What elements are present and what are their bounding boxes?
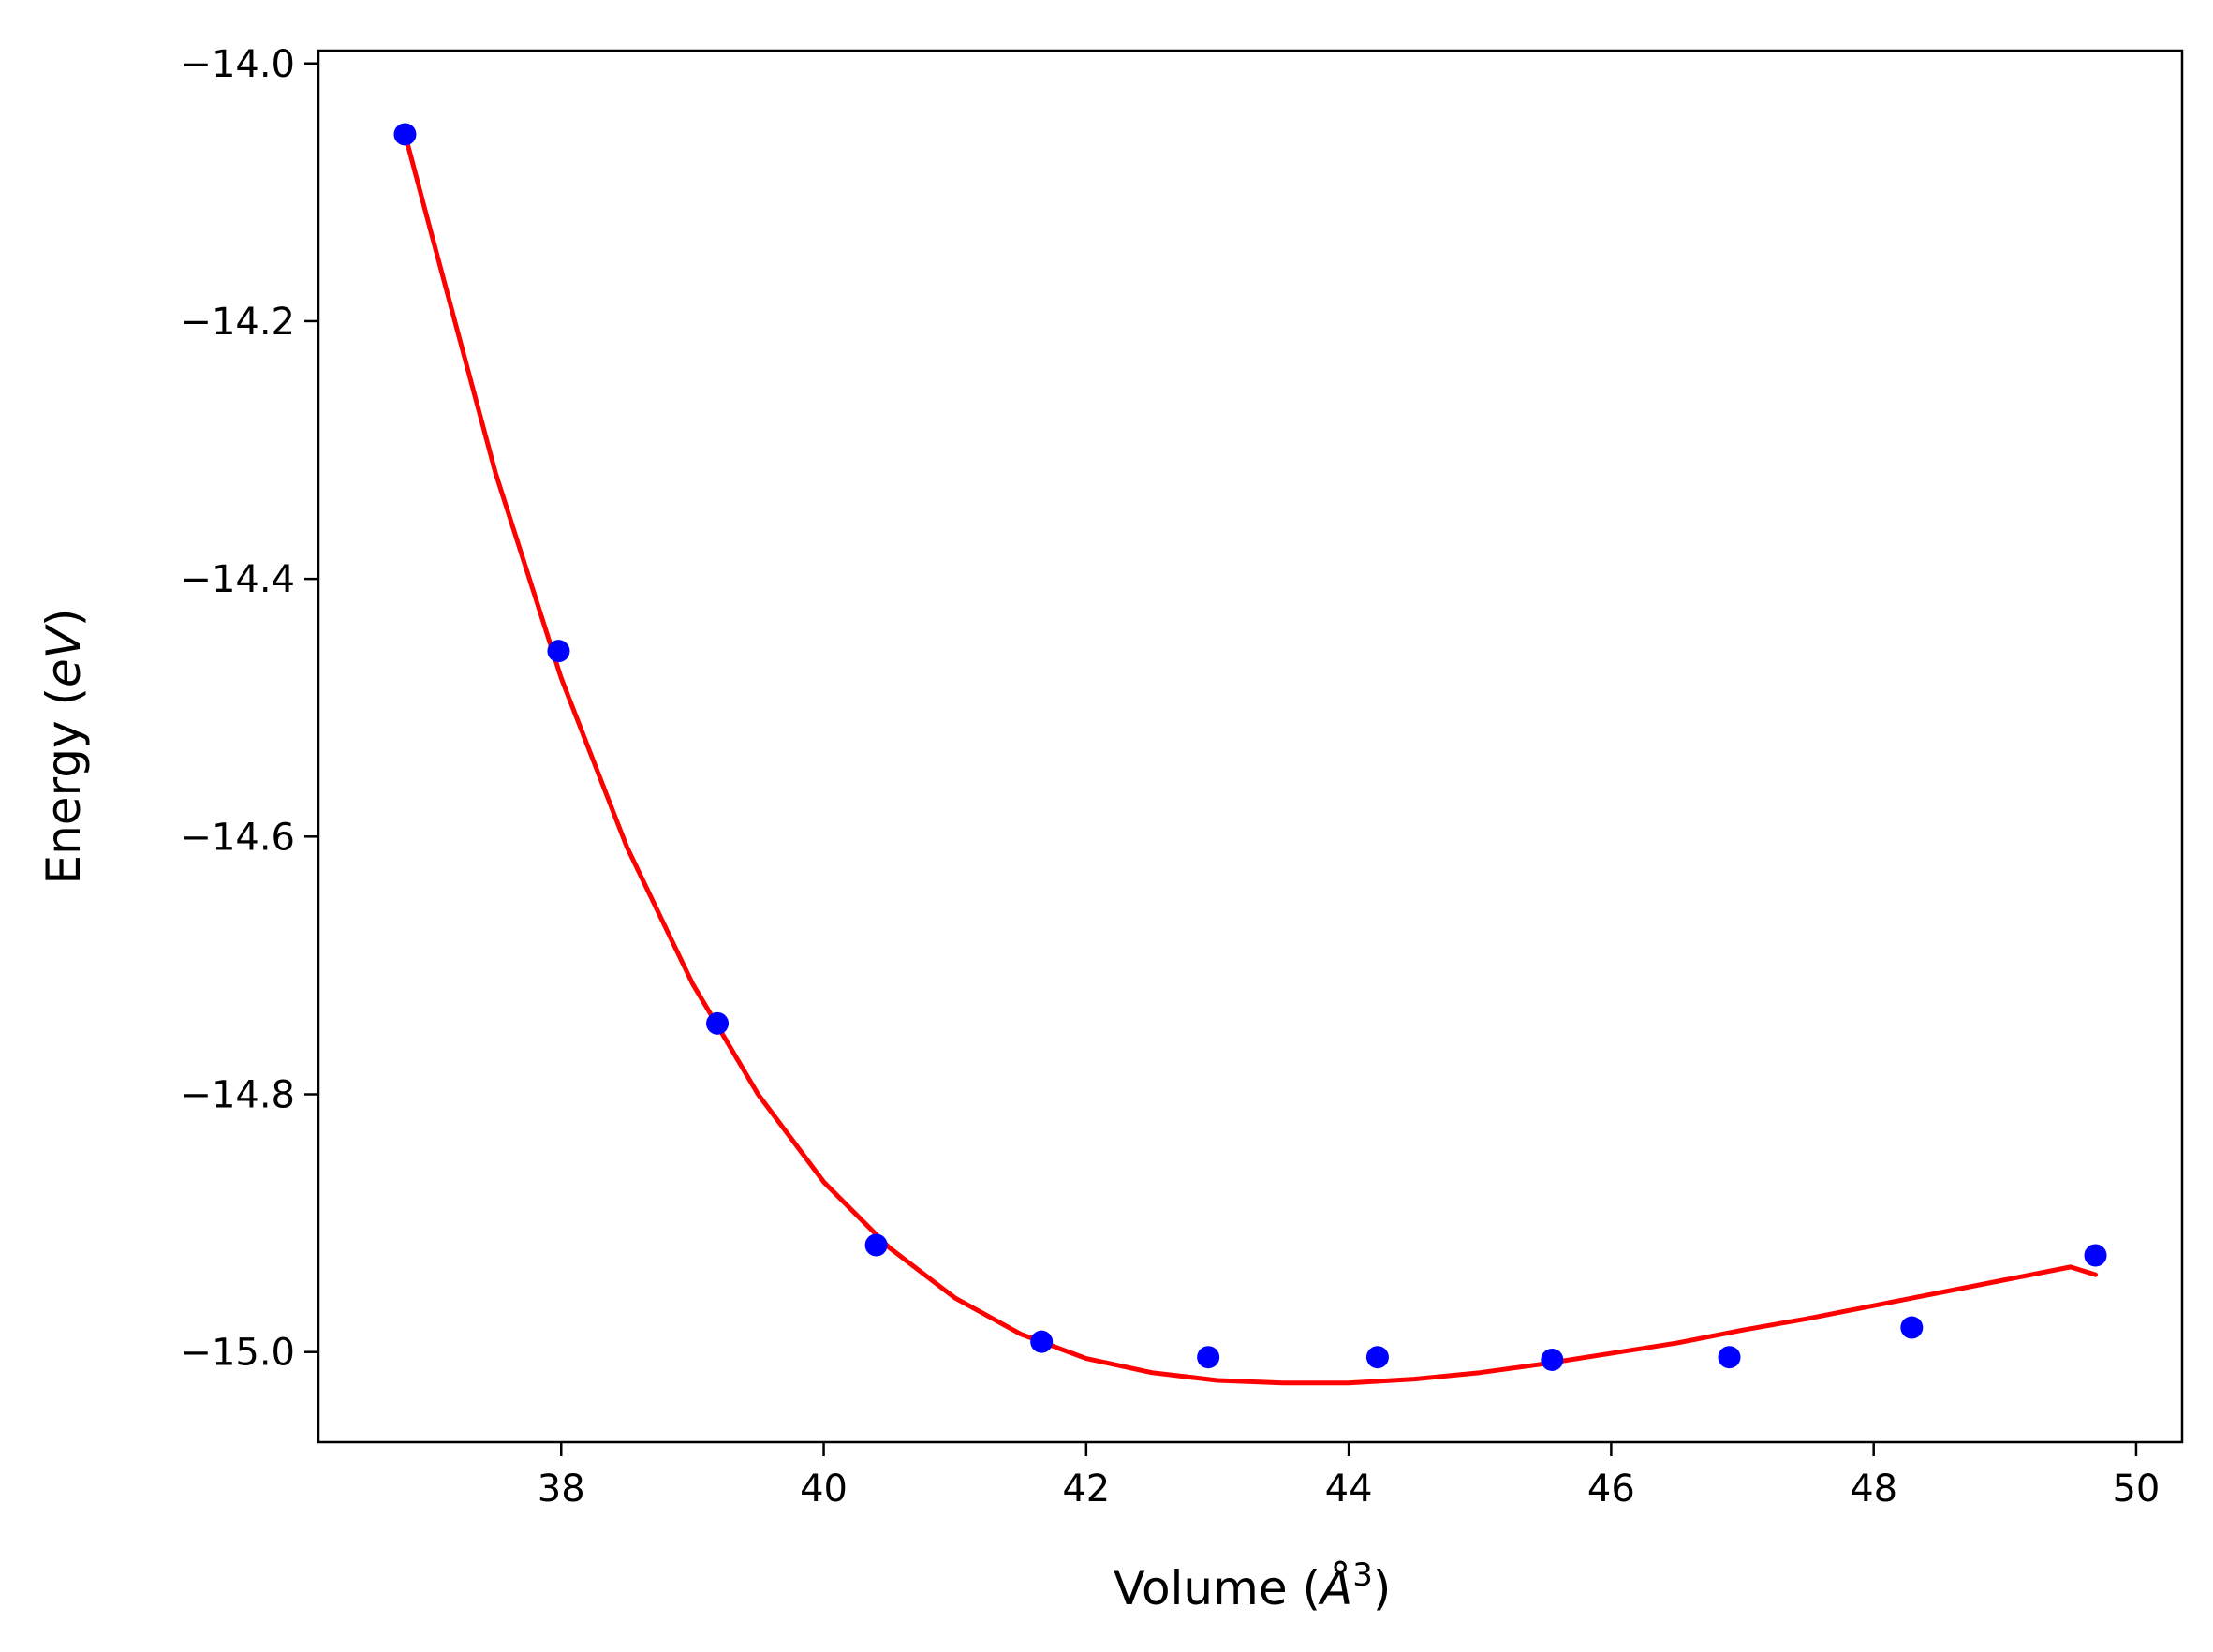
x-axis-label-symbol: Å	[1318, 1561, 1352, 1615]
y-tick-label: −14.4	[180, 558, 295, 601]
data-point	[864, 1233, 888, 1257]
x-tick-label: 38	[538, 1468, 585, 1511]
y-axis-label: Energy (eV)	[37, 609, 91, 885]
plot-frame	[317, 49, 2184, 1444]
y-axis-ticks: −14.0 −14.2 −14.4 −14.6 −14.8 −15.0	[180, 43, 318, 1375]
data-point	[1541, 1348, 1564, 1371]
y-tick-label: −14.0	[180, 43, 295, 86]
data-point	[1365, 1346, 1389, 1369]
y-axis-label-close: )	[37, 609, 91, 627]
data-point	[1197, 1346, 1220, 1369]
x-axis-label-close: )	[1373, 1561, 1392, 1615]
x-tick-label: 44	[1325, 1468, 1373, 1511]
data-point	[2084, 1244, 2107, 1267]
y-tick-label: −15.0	[180, 1332, 295, 1375]
x-axis-label-power: 3	[1352, 1556, 1373, 1594]
data-point	[393, 123, 417, 146]
data-point	[1900, 1316, 1924, 1339]
x-tick-label: 42	[1062, 1468, 1110, 1511]
y-tick-label: −14.8	[180, 1074, 295, 1117]
y-axis-label-text: Energy (	[37, 687, 91, 884]
x-axis-ticks: 38 40 42 44 46 48 50	[538, 1442, 2160, 1511]
x-tick-label: 46	[1587, 1468, 1635, 1511]
data-point	[547, 640, 570, 663]
y-tick-label: −14.2	[180, 301, 295, 344]
data-point	[1030, 1330, 1054, 1353]
x-tick-label: 48	[1850, 1468, 1897, 1511]
y-tick-label: −14.6	[180, 816, 295, 859]
x-tick-label: 40	[800, 1468, 848, 1511]
fit-curve-line	[402, 131, 2099, 1386]
x-axis-label-text: Volume (	[1114, 1561, 1320, 1615]
x-tick-label: 50	[2112, 1468, 2160, 1511]
data-point	[706, 1011, 730, 1035]
data-point	[1718, 1346, 1741, 1369]
y-axis-label-unit: eV	[37, 623, 91, 687]
x-axis-label: Volume (Å3)	[1114, 1556, 1392, 1615]
plot-layer	[393, 123, 2107, 1386]
